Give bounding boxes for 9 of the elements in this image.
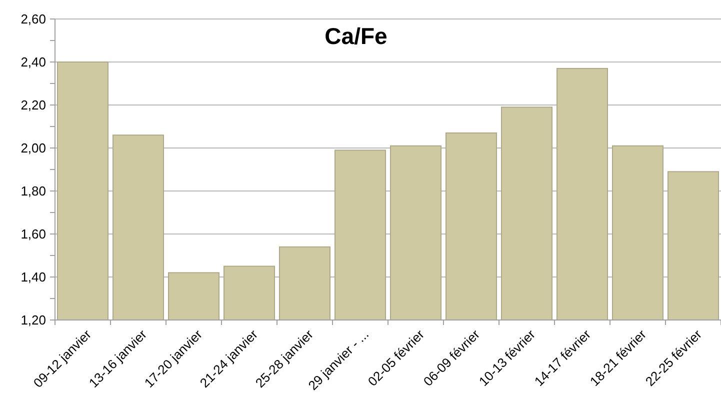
y-tick-label: 1,40 (20, 270, 46, 285)
y-tick-label: 1,20 (20, 312, 46, 328)
y-tick-label: 2,60 (20, 12, 46, 27)
y-tick-label: 2,40 (20, 54, 46, 70)
y-tick-label: 1,60 (20, 226, 46, 242)
y-tick-label: 1,80 (20, 184, 46, 199)
chart-title: Ca/Fe (324, 23, 388, 49)
y-tick-label: 2,20 (20, 98, 46, 113)
y-tick-label: 2,00 (20, 140, 46, 156)
